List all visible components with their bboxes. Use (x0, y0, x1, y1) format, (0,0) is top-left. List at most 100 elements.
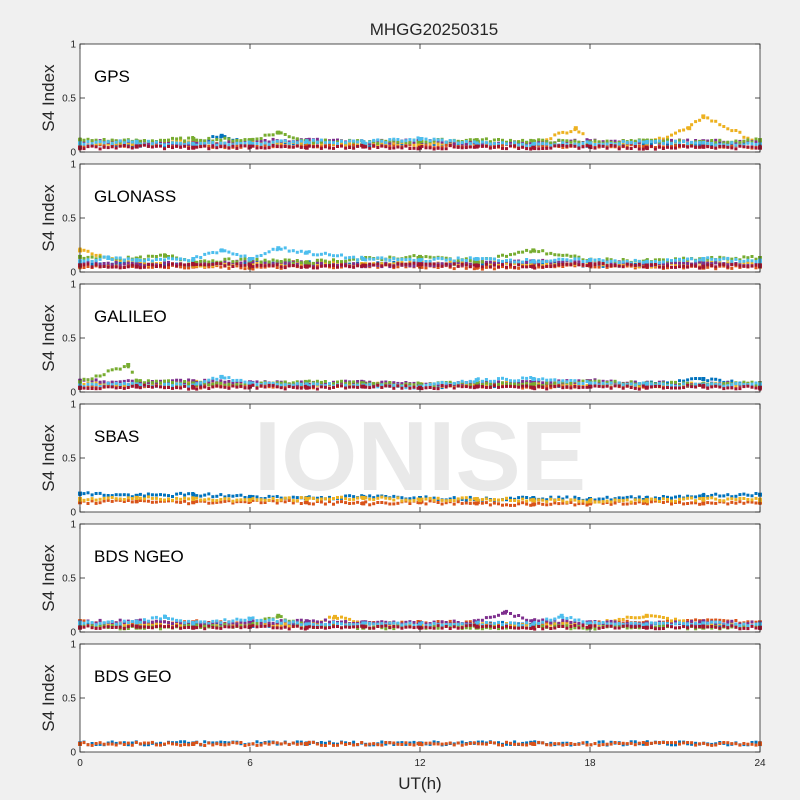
data-point (746, 498, 750, 501)
data-point (279, 145, 283, 149)
data-point (734, 257, 738, 261)
data-point (549, 261, 553, 265)
data-point (517, 496, 521, 500)
data-point (179, 497, 183, 501)
data-point (577, 130, 581, 134)
data-point (239, 264, 243, 268)
data-point (90, 139, 94, 143)
data-point (400, 499, 404, 503)
data-point (130, 146, 134, 150)
data-point (605, 144, 609, 148)
data-point (167, 494, 170, 498)
data-point (82, 138, 86, 142)
data-point (106, 146, 110, 150)
data-point (384, 257, 388, 261)
data-point (295, 141, 299, 145)
data-point (545, 146, 549, 150)
data-point (694, 141, 698, 145)
data-point (706, 496, 710, 500)
data-point (754, 492, 758, 495)
data-point (674, 265, 677, 269)
data-point (557, 263, 561, 267)
data-point (531, 248, 536, 253)
data-point (275, 145, 279, 149)
data-point (142, 262, 146, 266)
data-point (573, 142, 577, 146)
data-point (452, 259, 456, 263)
data-point (472, 267, 476, 271)
data-point (163, 261, 166, 265)
data-point (90, 144, 94, 148)
data-point (412, 264, 416, 268)
data-point (625, 141, 629, 145)
data-point (456, 500, 460, 504)
data-point (418, 500, 422, 505)
data-point (227, 137, 231, 141)
data-point (746, 265, 750, 269)
data-point (573, 139, 577, 143)
data-point (448, 262, 452, 266)
data-point (183, 263, 187, 267)
data-point (368, 140, 372, 144)
data-point (605, 384, 609, 388)
data-point (730, 141, 734, 145)
data-point (501, 385, 504, 389)
data-point (199, 383, 203, 387)
data-point (138, 623, 142, 627)
data-point (505, 380, 508, 384)
data-point (509, 503, 512, 507)
data-point (521, 142, 525, 146)
data-point (418, 264, 422, 269)
data-point (372, 498, 376, 502)
data-point (295, 264, 299, 268)
data-point (352, 139, 356, 143)
data-point (541, 147, 545, 150)
data-point (392, 498, 396, 502)
data-point (400, 386, 404, 390)
data-point (376, 494, 380, 498)
data-point (517, 263, 521, 267)
data-point (613, 259, 617, 263)
data-point (513, 252, 517, 256)
data-point (525, 261, 529, 264)
data-point (617, 261, 621, 264)
data-point (585, 144, 589, 148)
data-point (251, 498, 255, 502)
data-point (364, 262, 368, 266)
data-point (275, 381, 279, 385)
data-point (529, 383, 533, 387)
data-point (203, 380, 207, 384)
data-point (203, 265, 207, 269)
data-point (577, 379, 581, 383)
data-point (585, 500, 589, 504)
data-point (649, 144, 653, 148)
data-point (754, 496, 758, 500)
data-point (529, 138, 533, 142)
data-point (348, 381, 352, 385)
data-point (460, 261, 464, 265)
data-point (167, 144, 170, 148)
data-point (227, 140, 231, 144)
data-point (323, 502, 327, 506)
data-point (183, 493, 187, 497)
data-point (348, 383, 352, 387)
data-point (179, 257, 183, 261)
data-point (472, 386, 476, 390)
data-point (361, 140, 366, 145)
data-point (718, 144, 722, 148)
data-point (304, 497, 309, 501)
data-point (251, 144, 255, 148)
data-point (219, 262, 223, 266)
data-point (248, 257, 252, 261)
data-point (267, 494, 271, 498)
data-point (251, 263, 255, 267)
data-point (361, 384, 366, 389)
data-point (408, 141, 412, 145)
data-point (730, 257, 734, 261)
data-point (231, 144, 235, 148)
data-point (98, 385, 102, 389)
data-point (517, 379, 521, 383)
data-point (118, 266, 122, 270)
data-point (545, 262, 549, 266)
